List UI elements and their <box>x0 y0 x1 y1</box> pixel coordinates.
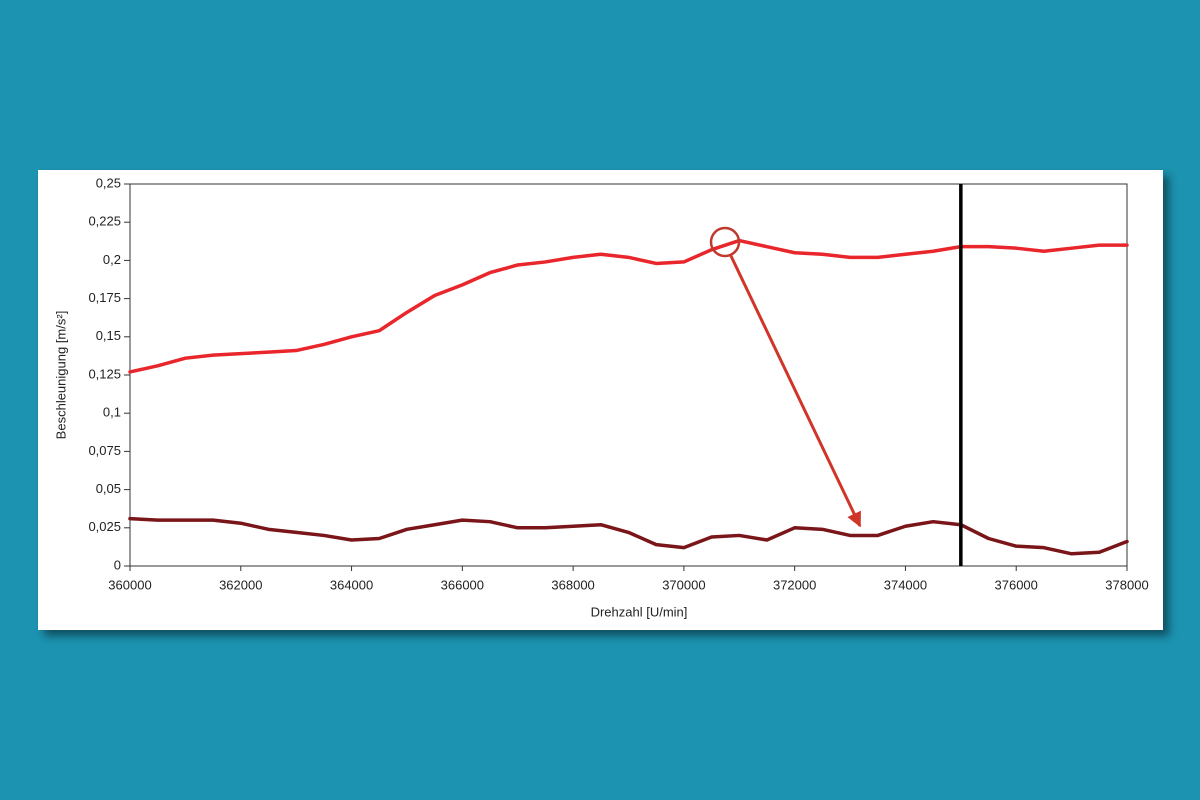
plot-frame <box>129 183 1128 567</box>
y-tick-label: 0,25 <box>96 175 121 190</box>
highlight-circle <box>709 226 741 258</box>
x-tick-label: 376000 <box>995 577 1038 592</box>
y-tick-label: 0,125 <box>88 366 121 381</box>
x-tick-label: 378000 <box>1105 577 1148 592</box>
y-tick-label: 0,075 <box>88 443 121 458</box>
y-tick-label: 0 <box>114 557 121 572</box>
data-line <box>128 516 1129 556</box>
data-line <box>128 238 1129 374</box>
y-tick-label: 0,175 <box>88 290 121 305</box>
x-tick-label: 374000 <box>884 577 927 592</box>
x-tick-label: 370000 <box>662 577 705 592</box>
x-tick-label: 368000 <box>551 577 594 592</box>
y-tick-label: 0,1 <box>103 405 121 420</box>
x-tick-label: 364000 <box>330 577 373 592</box>
x-tick-label: 360000 <box>108 577 151 592</box>
y-tick-label: 0,225 <box>88 214 121 229</box>
x-tick-label: 366000 <box>441 577 484 592</box>
y-tick-label: 0,2 <box>103 252 121 267</box>
annotation-arrow <box>729 255 862 528</box>
y-tick-label: 0,025 <box>88 519 121 534</box>
x-axis-title: Drehzahl [U/min] <box>591 604 688 619</box>
x-tick-label: 372000 <box>773 577 816 592</box>
y-axis-title: Beschleunigung [m/s²] <box>53 311 68 440</box>
x-tick-label: 362000 <box>219 577 262 592</box>
y-tick-label: 0,05 <box>96 481 121 496</box>
y-tick-label: 0,15 <box>96 328 121 343</box>
